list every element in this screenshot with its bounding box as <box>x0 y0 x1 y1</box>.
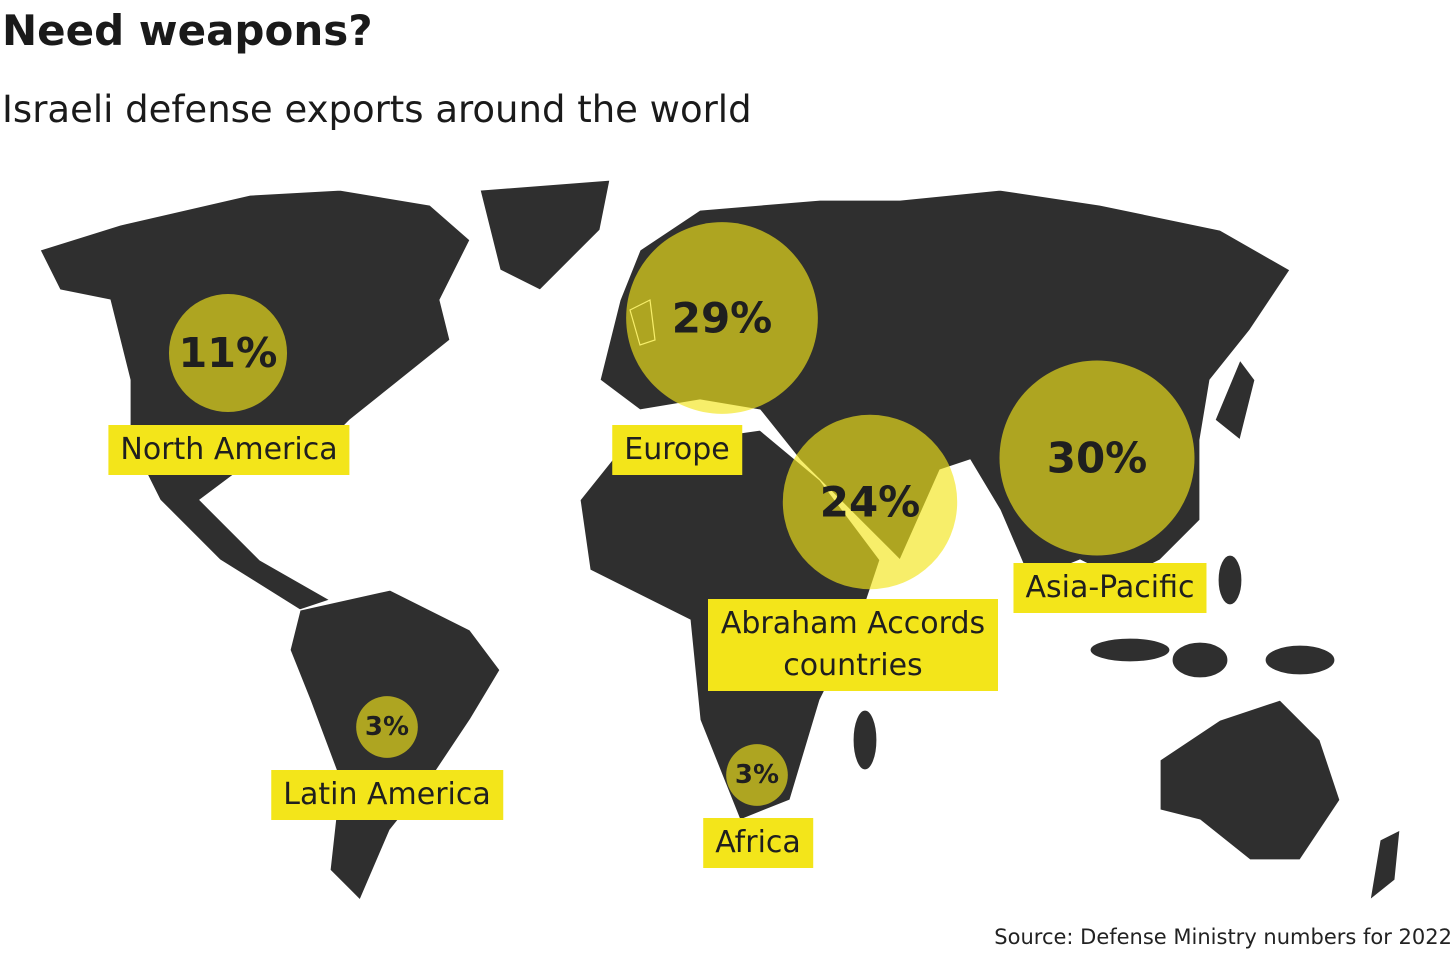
title: Need weapons? <box>2 6 373 55</box>
region-label: Asia-Pacific <box>1013 563 1207 613</box>
value-label: 11% <box>179 329 278 377</box>
bubble <box>726 744 788 806</box>
value-label: 29% <box>672 294 773 343</box>
bubble <box>782 414 958 590</box>
region-label: Europe <box>612 425 742 475</box>
subtitle: Israeli defense exports around the world <box>2 88 752 131</box>
bubble <box>626 222 818 414</box>
bubble <box>168 293 288 413</box>
region-label: North America <box>108 425 350 475</box>
region-label: Abraham Accords countries <box>708 599 998 691</box>
value-label: 24% <box>820 478 921 527</box>
region-label: Latin America <box>271 770 503 820</box>
value-label: 30% <box>1047 434 1148 483</box>
bubble <box>356 696 418 758</box>
value-label: 3% <box>365 712 409 742</box>
region-label: Africa <box>703 818 813 868</box>
bubble <box>999 360 1195 556</box>
source: Source: Defense Ministry numbers for 202… <box>994 925 1452 949</box>
value-label: 3% <box>735 760 779 790</box>
